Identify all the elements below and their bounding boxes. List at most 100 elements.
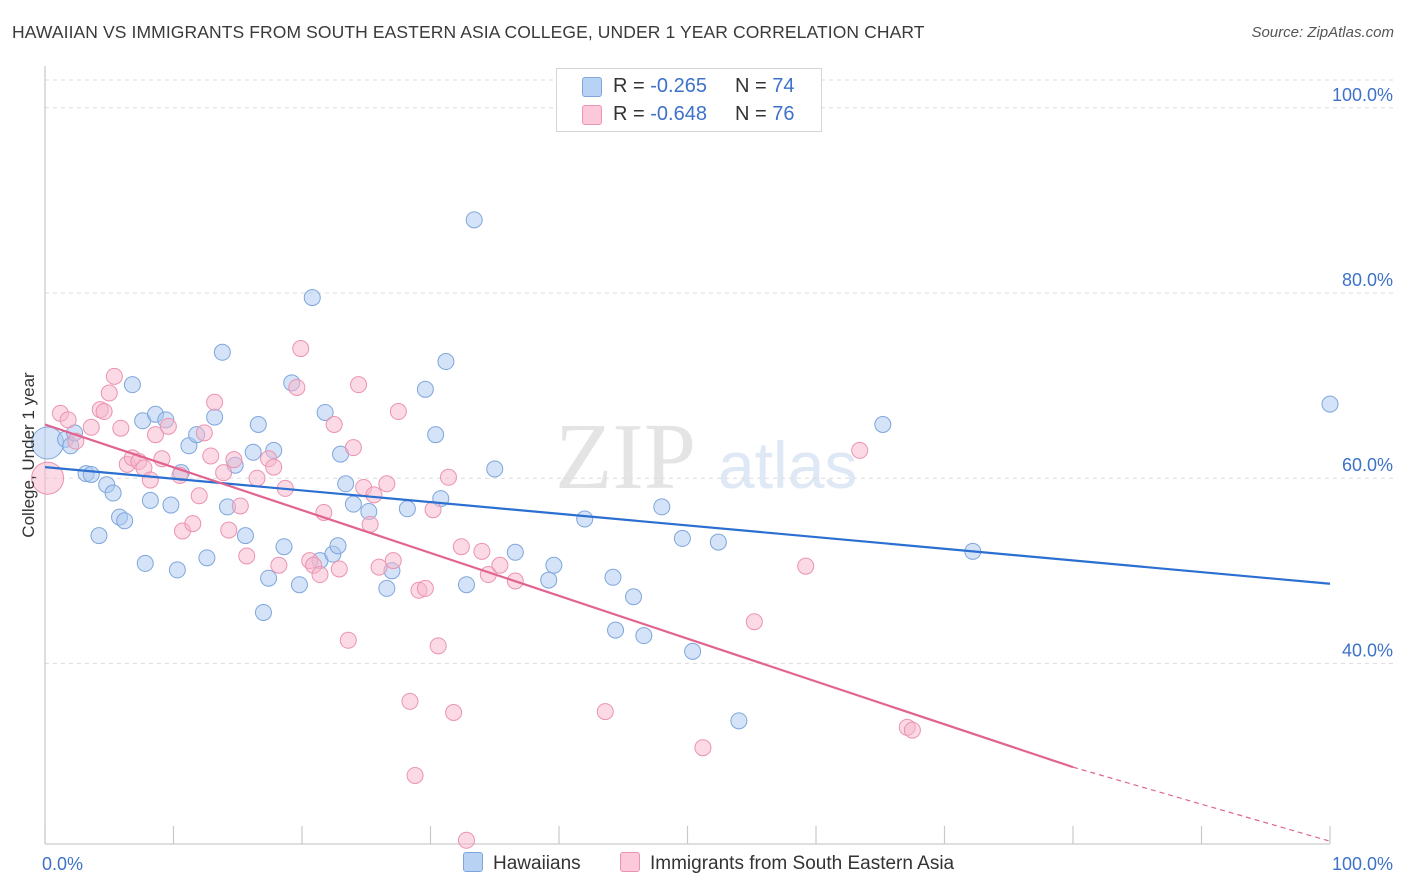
point-immigrants [190,487,208,505]
point-immigrants [339,631,357,649]
point-hawaiians [275,538,293,556]
point-immigrants [225,451,243,469]
point-immigrants [797,557,815,575]
point-hawaiians [465,211,483,229]
point-immigrants [370,558,388,576]
point-hawaiians [116,512,134,530]
point-immigrants [344,439,362,457]
point-hawaiians [1321,395,1339,413]
point-immigrants [195,424,213,442]
point-hawaiians [290,576,308,594]
point-immigrants [220,521,238,539]
point-hawaiians [236,527,254,545]
point-hawaiians [486,460,504,478]
point-immigrants [159,417,177,435]
point-hawaiians [249,415,267,433]
point-hawaiians [607,621,625,639]
point-hawaiians [136,554,154,572]
watermark-atlas: atlas [718,428,857,502]
point-immigrants [270,556,288,574]
point-hawaiians [198,549,216,567]
trend-lines [44,423,1331,842]
legend-n-value: 76 [772,103,795,125]
point-immigrants [745,613,763,631]
point-immigrants [95,403,113,421]
series-legend: Hawaiians Immigrants from South Eastern … [0,852,1406,878]
point-immigrants [288,378,306,396]
legend-r-value: -0.648 [650,103,707,125]
point-hawaiians [604,568,622,586]
legend-r-label: R = [613,75,645,97]
point-hawaiians [673,529,691,547]
point-immigrants [292,340,310,358]
point-hawaiians [398,500,416,518]
legend-item-hawaiians: Hawaiians [463,852,581,875]
point-immigrants [112,419,130,437]
point-immigrants [416,579,434,597]
legend-swatch-immigrants [620,852,640,872]
chart-title: HAWAIIAN VS IMMIGRANTS FROM SOUTH EASTER… [12,22,925,42]
point-immigrants [325,415,343,433]
point-hawaiians [316,403,334,421]
point-immigrants [378,475,396,493]
point-immigrants [445,703,463,721]
point-immigrants [429,637,447,655]
point-hawaiians [303,289,321,307]
point-immigrants [105,367,123,385]
source-label: Source: ZipAtlas.com [1251,24,1394,41]
y-tick-label: 100.0% [1332,85,1393,105]
legend-label-hawaiians: Hawaiians [493,853,581,874]
point-hawaiians [684,642,702,660]
point-hawaiians [416,380,434,398]
point-hawaiians [337,475,355,493]
legend-item-immigrants: Immigrants from South Eastern Asia [620,852,954,875]
point-hawaiians [427,426,445,444]
point-hawaiians [378,579,396,597]
legend-r-value: -0.265 [650,75,707,97]
point-immigrants [457,831,475,849]
stats-legend: R = -0.265 N = 74 R = -0.648 N = 76 [556,68,822,132]
point-immigrants [248,469,266,487]
point-hawaiians [730,712,748,730]
point-immigrants [82,418,100,436]
point-hawaiians [82,466,100,484]
point-immigrants [311,566,329,584]
point-hawaiians [123,376,141,394]
point-immigrants [473,542,491,560]
point-immigrants [31,461,65,495]
point-hawaiians [244,443,262,461]
legend-row-hawaiians: R = -0.265 N = 74 [557,72,821,100]
point-immigrants [452,538,470,556]
legend-row-immigrants: R = -0.648 N = 76 [557,100,821,128]
y-tick-label: 60.0% [1342,455,1393,475]
legend-r-label: R = [613,103,645,125]
point-immigrants [184,515,202,533]
point-immigrants [384,552,402,570]
point-immigrants [59,411,77,429]
point-immigrants [330,560,348,578]
point-immigrants [365,486,383,504]
point-hawaiians [635,627,653,645]
axes [44,66,1331,845]
x-tick-label-start: 0.0% [42,854,83,874]
point-immigrants [100,384,118,402]
gridlines [45,79,1394,664]
point-hawaiians [141,491,159,509]
point-hawaiians [344,495,362,513]
point-hawaiians [206,408,224,426]
legend-swatch-immigrants [582,105,602,125]
point-hawaiians [329,537,347,555]
point-immigrants [389,403,407,421]
point-hawaiians [653,498,671,516]
point-immigrants [424,501,442,519]
point-immigrants [147,426,165,444]
point-hawaiians [254,603,272,621]
point-hawaiians [545,556,563,574]
legend-n-label: N = [735,103,767,125]
point-hawaiians [260,569,278,587]
point-immigrants [406,766,424,784]
legend-swatch-hawaiians [463,852,483,872]
point-immigrants [903,721,921,739]
point-hawaiians [162,496,180,514]
point-hawaiians [213,343,231,361]
